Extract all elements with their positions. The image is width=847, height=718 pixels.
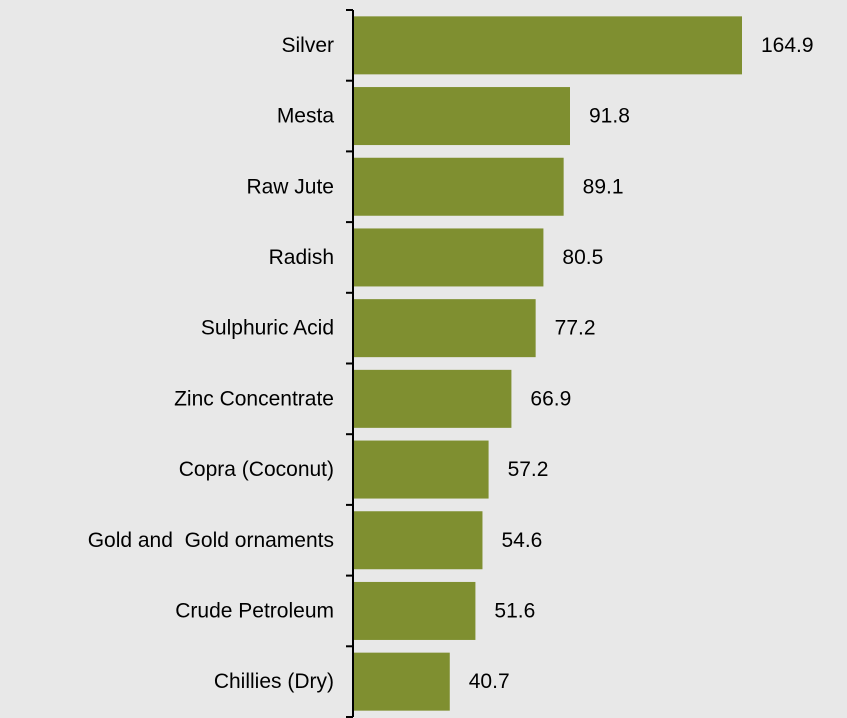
bar [354,228,544,287]
category-label: Chillies (Dry) [214,670,334,693]
value-labels-group: 164.9 91.8 89.1 80.5 77.2 66.9 57.2 54.6 51.6 40.… [469,34,814,693]
category-label: Crude Petroleum [175,599,334,622]
value-label: 54.6 [501,529,542,552]
bar [354,369,512,428]
category-label: Copra (Coconut) [179,458,334,481]
bar [354,299,536,358]
bar [354,440,489,499]
value-label: 89.1 [583,175,624,198]
category-labels-group: Silver Mesta Raw Jute Radish Sulphuric Acid Z… [88,34,335,693]
category-label: Sulphuric Acid [201,317,334,340]
bar [354,511,483,570]
category-axis [346,9,354,718]
value-label: 164.9 [761,34,814,57]
category-label: Zinc Concentrate [174,387,334,410]
bar [354,652,450,711]
bar [354,581,476,640]
value-label: 91.8 [589,105,630,128]
value-label: 40.7 [469,670,510,693]
category-label: Raw Jute [246,175,334,198]
category-label: Silver [281,34,334,57]
value-label: 77.2 [555,317,596,340]
category-label: Mesta [277,105,335,128]
category-label: Radish [269,246,334,269]
category-label: Gold and Gold ornaments [88,529,334,552]
bar [354,87,570,146]
value-label: 80.5 [562,246,603,269]
value-label: 57.2 [508,458,549,481]
value-label: 66.9 [530,387,571,410]
bar [354,157,564,216]
bar [354,16,742,75]
bars-group [354,16,742,711]
value-label: 51.6 [494,599,535,622]
